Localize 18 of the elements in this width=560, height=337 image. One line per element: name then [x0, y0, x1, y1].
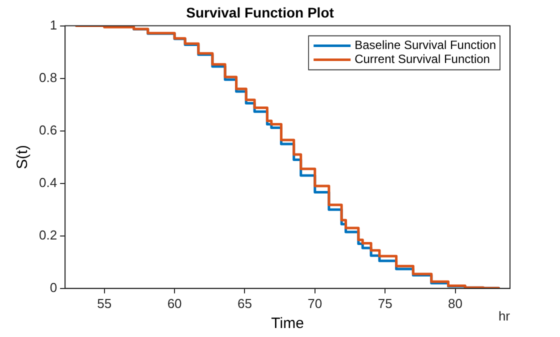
chart-title: Survival Function Plot [186, 4, 334, 20]
x-tick-label: 65 [237, 296, 252, 311]
text: hr [498, 308, 511, 324]
legend-label: Current Survival Function [354, 52, 490, 66]
x-tick-label: 80 [448, 296, 462, 311]
y-axis-title: S(t) [14, 145, 32, 170]
x-tick-label: 70 [308, 296, 322, 311]
x-tick-label: 60 [167, 296, 182, 311]
y-tick-label: 0.2 [38, 227, 58, 242]
y-tick-label: 0.8 [38, 70, 58, 85]
legend-label: Baseline Survival Function [354, 38, 496, 52]
y-tick-label: 0 [50, 280, 58, 295]
y-tick-label: 1 [50, 17, 58, 32]
x-tick-label: 55 [97, 296, 112, 311]
y-tick-label: 0.6 [38, 122, 58, 138]
y-tick-label: 0.4 [38, 174, 58, 190]
x-tick-label: 75 [378, 296, 392, 311]
x-axis-title: Time [271, 315, 304, 332]
